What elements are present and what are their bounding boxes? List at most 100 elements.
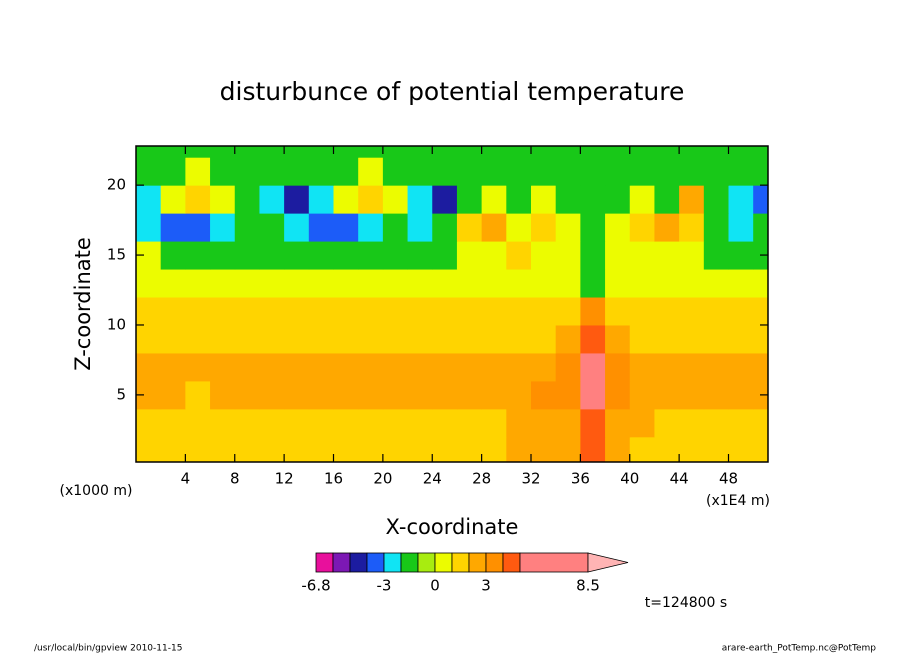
colorbar-box — [519, 552, 589, 573]
contour-cell — [333, 157, 359, 186]
contour-cell — [679, 380, 705, 410]
contour-cell — [531, 157, 557, 186]
contour-cell — [284, 436, 310, 462]
contour-cell — [234, 436, 260, 462]
contour-cell — [308, 157, 334, 186]
contour-cell — [234, 380, 260, 410]
contour-cell — [333, 269, 359, 298]
contour-cell — [407, 297, 433, 326]
contour-cell — [555, 436, 581, 462]
contour-cell — [456, 213, 483, 242]
contour-cell — [382, 146, 409, 158]
colorbar-box — [400, 552, 419, 573]
contour-cell — [679, 408, 705, 438]
contour-cell — [210, 297, 236, 326]
contour-cell — [333, 297, 359, 326]
contour-cell — [432, 352, 458, 382]
contour-cell — [531, 269, 557, 298]
contour-cell — [679, 436, 705, 462]
contour-cell — [284, 146, 310, 158]
contour-cell — [555, 185, 581, 214]
contour-cell — [629, 185, 655, 214]
x-unit-label: (x1E4 m) — [706, 493, 770, 509]
contour-cell — [234, 213, 260, 242]
contour-cell — [308, 185, 334, 214]
contour-cell — [481, 157, 507, 186]
contour-cell — [382, 185, 409, 214]
contour-cell — [506, 185, 532, 214]
contour-cell — [358, 324, 384, 354]
contour-cell — [679, 352, 705, 382]
contour-cell — [432, 297, 458, 326]
contour-cell — [531, 185, 557, 214]
contour-cell — [210, 157, 236, 186]
contour-cell — [555, 352, 581, 382]
contour-cell — [753, 157, 768, 186]
contour-cell — [308, 436, 334, 462]
contour-cell — [185, 297, 211, 326]
contour-cell — [259, 436, 285, 462]
contour-cell — [753, 213, 768, 242]
contour-cell — [506, 408, 532, 438]
contour-cell — [407, 324, 433, 354]
colorbar-box — [417, 552, 436, 573]
contour-cell — [210, 241, 236, 270]
contour-cell — [605, 241, 631, 270]
contour-cell — [728, 436, 754, 462]
contour-cell — [629, 157, 655, 186]
x-tick-label: 36 — [571, 470, 590, 488]
contour-cell — [506, 436, 532, 462]
contour-cell — [407, 157, 433, 186]
contour-cell — [481, 436, 507, 462]
contour-cell — [432, 146, 458, 158]
contour-cell — [333, 380, 359, 410]
contour-cell — [308, 146, 334, 158]
contour-cell — [358, 185, 384, 214]
contour-cell — [210, 408, 236, 438]
contour-cell — [654, 436, 680, 462]
time-label: t=124800 s — [645, 595, 727, 611]
contour-cell — [136, 185, 162, 214]
contour-cell — [185, 185, 211, 214]
contour-cell — [456, 297, 483, 326]
contour-cell — [432, 185, 458, 214]
contour-cell — [407, 408, 433, 438]
contour-cell — [654, 380, 680, 410]
y-tick-label: 15 — [107, 246, 126, 264]
contour-cell — [654, 352, 680, 382]
contour-cell — [456, 380, 483, 410]
contour-cell — [654, 185, 680, 214]
contour-cell — [210, 269, 236, 298]
x-tick-label: 8 — [230, 470, 240, 488]
contour-cell — [580, 297, 606, 326]
contour-cell — [679, 213, 705, 242]
contour-cell — [506, 297, 532, 326]
contour-cell — [185, 436, 211, 462]
x-tick-label: 24 — [423, 470, 442, 488]
contour-cell — [703, 352, 729, 382]
contour-cell — [679, 269, 705, 298]
contour-cell — [234, 241, 260, 270]
x-axis-label: X-coordinate — [386, 515, 519, 539]
y-axis-label: Z-coordinate — [71, 237, 95, 371]
contour-cell — [506, 157, 532, 186]
contour-cell — [358, 241, 384, 270]
contour-cell — [210, 213, 236, 242]
contour-cell — [333, 146, 359, 158]
footer-left: /usr/local/bin/gpview 2010-11-15 — [34, 644, 182, 654]
contour-cell — [234, 352, 260, 382]
colorbar-tick-label: 3 — [481, 577, 491, 595]
contour-cell — [407, 185, 433, 214]
contour-cell — [456, 324, 483, 354]
contour-cell — [407, 269, 433, 298]
contour-cell — [210, 436, 236, 462]
y-tick-label: 5 — [116, 385, 126, 403]
contour-cell — [432, 324, 458, 354]
x-tick-label: 4 — [181, 470, 191, 488]
contour-cell — [605, 157, 631, 186]
contour-cell — [407, 213, 433, 242]
contour-cell — [136, 297, 162, 326]
contour-cell — [358, 297, 384, 326]
contour-cell — [506, 146, 532, 158]
